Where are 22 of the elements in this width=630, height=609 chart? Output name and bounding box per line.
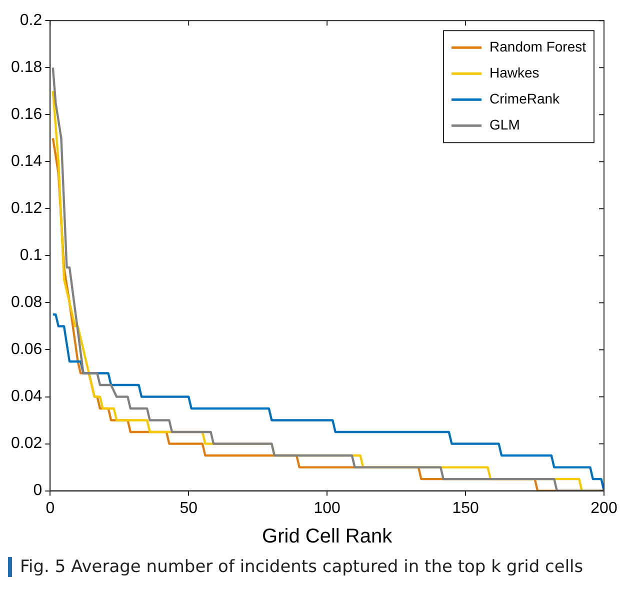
x-tick-label: 0 bbox=[46, 500, 55, 517]
y-tick-label: 0.12 bbox=[11, 200, 42, 218]
y-tick-label: 0.1 bbox=[20, 247, 42, 264]
x-axis-title: Grid Cell Rank bbox=[262, 526, 394, 548]
legend-label: GLM bbox=[490, 116, 520, 132]
y-tick-label: 0.06 bbox=[11, 341, 42, 358]
y-tick-label: 0.04 bbox=[11, 388, 42, 406]
x-tick-label: 200 bbox=[590, 500, 618, 517]
legend-label: Hawkes bbox=[490, 64, 540, 80]
legend-label: CrimeRank bbox=[490, 90, 561, 106]
y-tick-label: 0.02 bbox=[11, 435, 42, 452]
y-tick-label: 0.18 bbox=[11, 59, 42, 76]
x-tick-label: 50 bbox=[180, 500, 198, 517]
y-tick-label: 0.16 bbox=[11, 106, 42, 124]
x-tick-label: 100 bbox=[314, 500, 341, 517]
legend-label: Random Forest bbox=[490, 38, 586, 54]
y-tick-label: 0.2 bbox=[20, 12, 42, 30]
y-tick-label: 0.14 bbox=[11, 153, 42, 170]
y-tick-label: 0.08 bbox=[11, 294, 42, 312]
x-tick-label: 150 bbox=[452, 500, 479, 517]
y-tick-label: 0 bbox=[33, 482, 42, 500]
caption: Fig. 5 Average number of incidents captured in the top k grid cells bbox=[8, 557, 622, 577]
